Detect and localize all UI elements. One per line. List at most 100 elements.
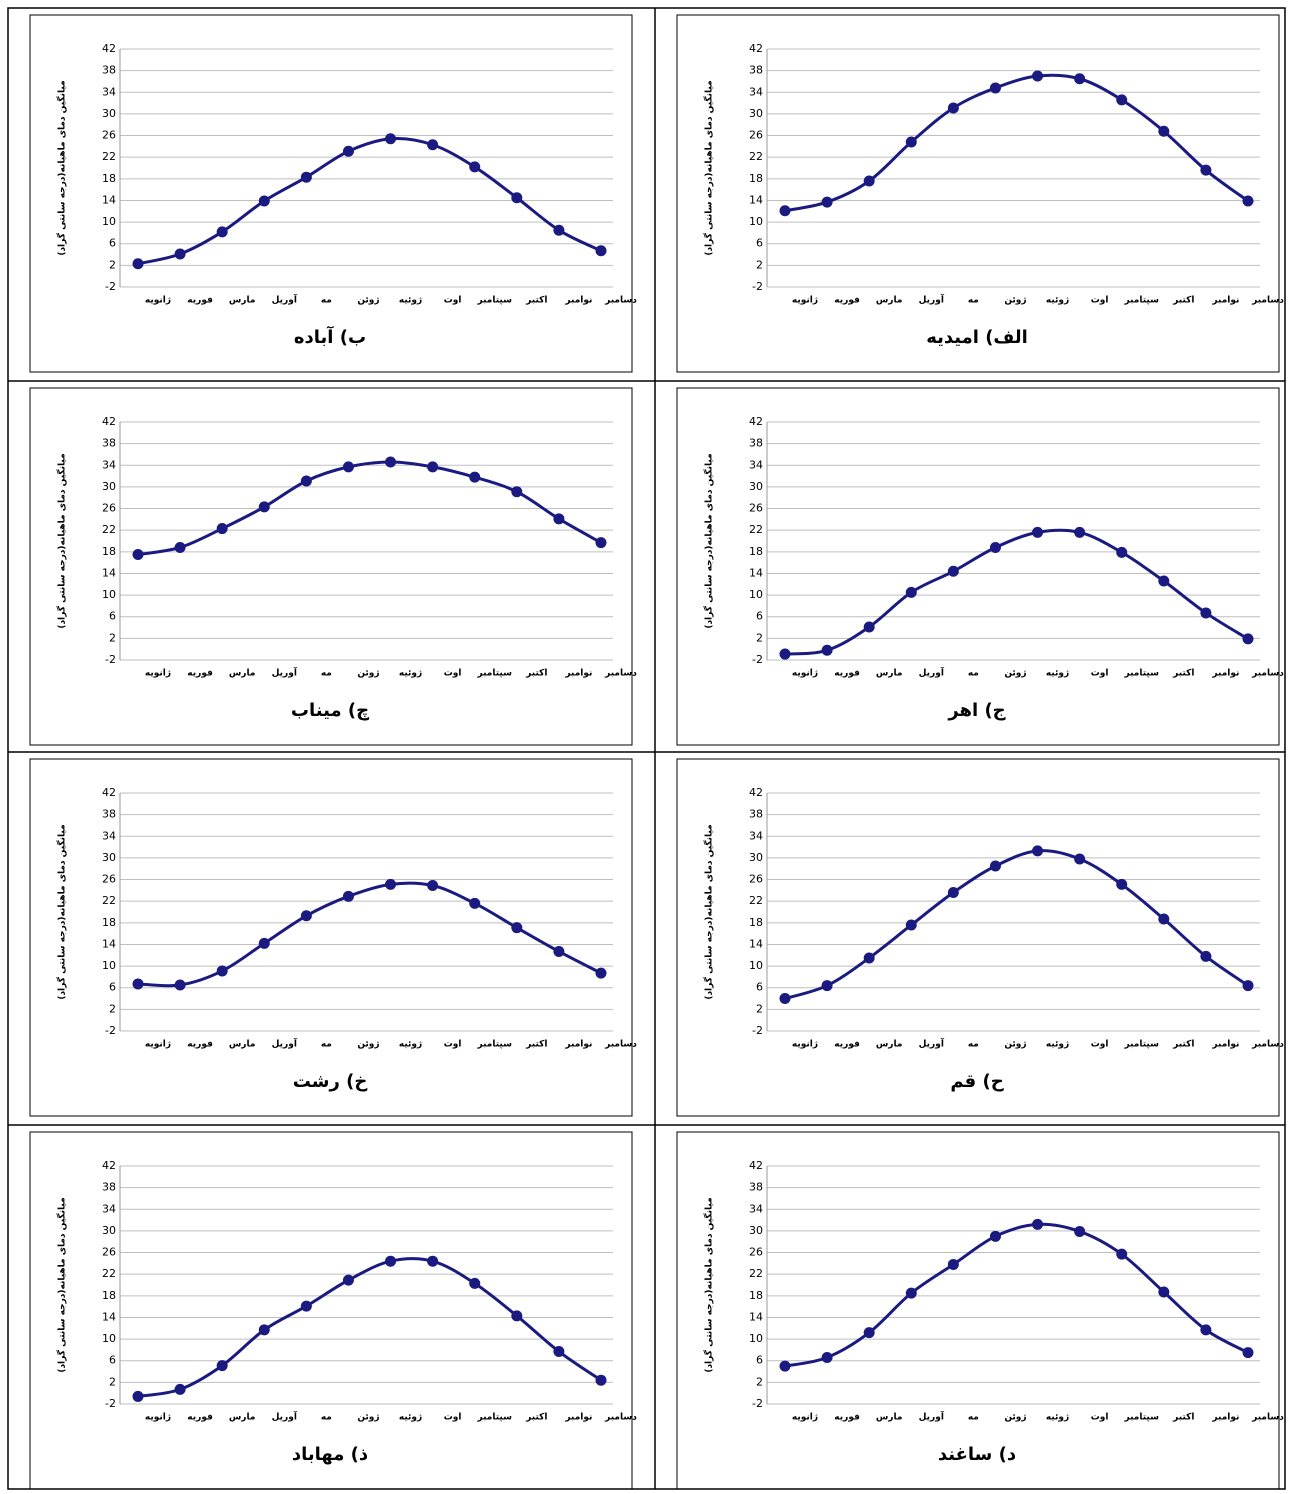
y-tick-label: 2 <box>756 258 763 271</box>
chart-title: ج) اهر <box>947 700 1005 721</box>
y-axis-title: میانگین دمای ماهیانه(درجه سانتی گراد) <box>56 453 68 628</box>
data-line <box>785 851 1248 999</box>
data-point <box>822 645 833 656</box>
chart: -226101418222630343842میانگین دمای ماهیا… <box>677 388 1284 745</box>
data-point <box>133 258 144 269</box>
x-tick-label: سپتامبر <box>477 296 513 306</box>
y-tick-label: -2 <box>105 280 116 293</box>
x-tick-label: دسامبر <box>1251 1040 1284 1050</box>
y-tick-label: 14 <box>749 937 763 950</box>
y-axis-title: میانگین دمای ماهیانه(درجه سانتی گراد) <box>56 1197 68 1372</box>
x-tick-label: اکتبر <box>525 296 547 306</box>
x-tick-label: ژانویه <box>792 296 818 306</box>
data-point <box>469 1278 480 1289</box>
y-tick-label: 18 <box>749 916 763 929</box>
x-tick-label: ژانویه <box>145 296 171 306</box>
y-tick-label: 42 <box>102 786 116 799</box>
data-point <box>1032 1219 1043 1230</box>
data-point <box>906 587 917 598</box>
x-tick-label: ژوئیه <box>399 669 422 679</box>
y-tick-label: 22 <box>749 150 763 163</box>
y-tick-label: 6 <box>756 237 763 250</box>
data-point <box>822 980 833 991</box>
x-tick-label: سپتامبر <box>477 1413 513 1423</box>
data-point <box>1158 914 1169 925</box>
chart: -226101418222630343842میانگین دمای ماهیا… <box>30 388 637 745</box>
x-tick-label: اوت <box>444 296 462 306</box>
data-point <box>175 1384 186 1395</box>
data-point <box>385 879 396 890</box>
data-point <box>1032 845 1043 856</box>
table-border <box>8 8 1285 1489</box>
y-tick-label: 14 <box>749 566 763 579</box>
data-point <box>1032 527 1043 538</box>
y-tick-label: 34 <box>102 458 116 471</box>
x-tick-label: مه <box>968 669 979 679</box>
data-point <box>864 622 875 633</box>
data-point <box>1074 853 1085 864</box>
x-tick-label: مارس <box>229 1040 256 1050</box>
data-point <box>511 922 522 933</box>
data-point <box>301 172 312 183</box>
data-point <box>553 225 564 236</box>
x-tick-label: دسامبر <box>604 669 637 679</box>
data-line <box>138 1259 601 1397</box>
y-tick-label: 22 <box>102 150 116 163</box>
data-point <box>1032 71 1043 82</box>
data-point <box>343 891 354 902</box>
y-tick-label: 42 <box>102 415 116 428</box>
x-tick-label: نوامبر <box>1211 1040 1239 1050</box>
data-point <box>469 898 480 909</box>
x-tick-label: سپتامبر <box>477 1040 513 1050</box>
x-tick-label: آوریل <box>919 1038 945 1050</box>
x-tick-label: ژوئیه <box>399 1413 422 1423</box>
data-point <box>259 501 270 512</box>
data-point <box>948 887 959 898</box>
x-tick-label: فوریه <box>834 669 860 679</box>
data-line <box>785 75 1248 211</box>
data-point <box>511 486 522 497</box>
y-tick-label: 26 <box>102 873 116 886</box>
y-axis-title: میانگین دمای ماهیانه(درجه سانتی گراد) <box>703 453 715 628</box>
y-tick-label: 34 <box>102 829 116 842</box>
data-point <box>343 1275 354 1286</box>
data-point <box>596 1375 607 1386</box>
y-tick-label: 30 <box>749 480 763 493</box>
data-point <box>259 1324 270 1335</box>
y-tick-label: 14 <box>102 566 116 579</box>
y-tick-label: 2 <box>756 1375 763 1388</box>
data-point <box>906 919 917 930</box>
y-tick-label: 42 <box>749 415 763 428</box>
data-point <box>385 1256 396 1267</box>
y-tick-label: 22 <box>102 1267 116 1280</box>
x-tick-label: مه <box>321 669 332 679</box>
data-point <box>385 457 396 468</box>
data-point <box>822 1352 833 1363</box>
x-tick-label: فوریه <box>187 1040 213 1050</box>
y-tick-label: 38 <box>102 437 116 450</box>
y-axis-title: میانگین دمای ماهیانه(درجه سانتی گراد) <box>56 824 68 999</box>
data-point <box>427 139 438 150</box>
x-tick-label: ژوئیه <box>399 296 422 306</box>
chart: -226101418222630343842میانگین دمای ماهیا… <box>677 759 1284 1116</box>
data-point <box>175 542 186 553</box>
x-tick-label: مارس <box>876 1413 903 1423</box>
data-point <box>596 245 607 256</box>
data-point <box>822 197 833 208</box>
data-point <box>864 952 875 963</box>
x-tick-label: مه <box>968 1040 979 1050</box>
x-tick-label: ژوئن <box>1004 1413 1026 1423</box>
data-point <box>780 993 791 1004</box>
y-tick-label: 34 <box>749 458 763 471</box>
y-tick-label: 10 <box>102 215 116 228</box>
y-tick-label: 6 <box>109 237 116 250</box>
x-tick-label: مارس <box>229 669 256 679</box>
data-point <box>780 649 791 660</box>
data-point <box>864 1327 875 1338</box>
x-tick-label: دسامبر <box>604 1413 637 1423</box>
y-tick-label: -2 <box>105 1024 116 1037</box>
data-point <box>1200 1324 1211 1335</box>
y-tick-label: 22 <box>749 1267 763 1280</box>
chart-title: الف) امیدیه <box>926 327 1028 348</box>
